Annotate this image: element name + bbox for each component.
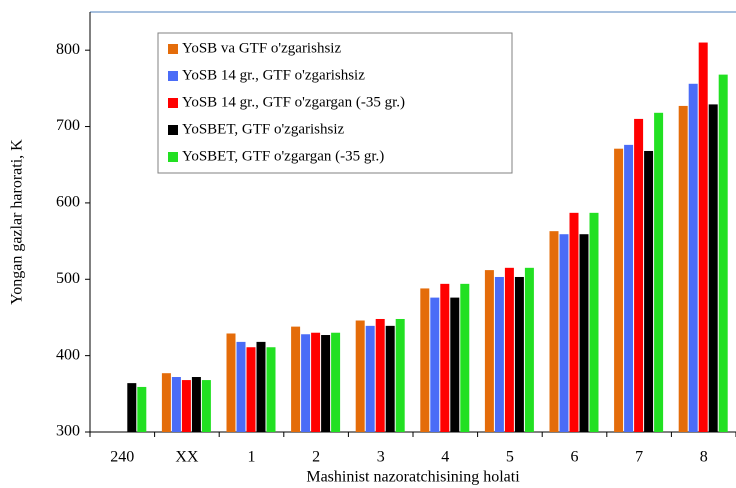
bar [549,231,559,432]
legend-swatch [168,44,178,54]
bar [484,270,494,432]
y-tick-label: 500 [56,270,80,287]
bar [430,297,440,432]
y-tick-label: 400 [56,346,80,363]
bar [137,386,147,432]
bar [375,318,385,432]
y-tick-label: 600 [56,194,80,211]
bar [266,347,276,432]
bar [569,212,579,432]
bar [589,212,599,432]
bar [201,380,211,432]
x-tick-label: 7 [635,449,643,466]
legend-box [157,32,513,174]
bar [191,377,201,432]
y-axis-label: Yongan gazlar harorati, K [9,139,26,305]
legend-label: YoSB 14 gr., GTF o'zgargan (-35 gr.) [182,94,405,110]
bar [440,283,450,432]
bar [559,234,569,432]
x-tick-label: 2 [312,449,320,466]
bar [654,112,664,433]
bar [301,334,311,432]
bar [644,150,654,432]
bar [256,341,266,432]
bar [355,320,365,432]
bar [171,377,181,432]
bar [634,118,644,432]
y-tick-label: 700 [56,117,80,134]
bar [614,148,624,432]
bar [708,104,718,433]
bar [161,373,171,432]
bar [514,276,524,432]
bar [678,105,688,432]
x-tick-label: 4 [441,449,449,466]
y-tick-label: 800 [56,41,80,58]
bar [311,332,321,432]
bar [331,332,341,432]
bar [291,326,301,432]
bar [181,380,191,432]
bar [579,234,589,432]
bar [420,288,430,432]
x-tick-label: XX [175,449,199,466]
legend-label: YoSBET, GTF o'zgarishsiz [182,121,345,137]
bar [460,283,470,432]
bar [236,341,246,432]
bar [624,144,634,432]
bar [688,83,698,433]
bar [385,325,395,432]
bar [698,42,708,432]
bar [524,267,534,432]
x-tick-label: 5 [506,449,514,466]
bar [450,297,460,432]
x-axis-label: Mashinist nazoratchisining holati [306,469,520,486]
bar [494,276,504,432]
bar [365,325,375,432]
x-tick-label: 1 [248,449,256,466]
y-tick-label: 300 [56,423,80,440]
x-tick-label: 8 [700,449,708,466]
bar [718,74,728,433]
bar [127,383,137,432]
legend-swatch [168,98,178,108]
x-tick-label: 3 [377,449,385,466]
bar [226,333,236,432]
bar [395,318,405,432]
legend-swatch [168,152,178,162]
x-tick-label: 6 [571,449,579,466]
legend-label: YoSBET, GTF o'zgargan (-35 gr.) [182,148,384,164]
bar [321,335,331,432]
legend-swatch [168,71,178,81]
legend-label: YoSB va GTF o'zgarishsiz [182,40,341,56]
bar [504,267,514,432]
legend-swatch [168,125,178,135]
x-tick-label: 240 [110,449,134,466]
bar [246,347,256,432]
legend-label: YoSB 14 gr., GTF o'zgarishsiz [182,67,365,83]
